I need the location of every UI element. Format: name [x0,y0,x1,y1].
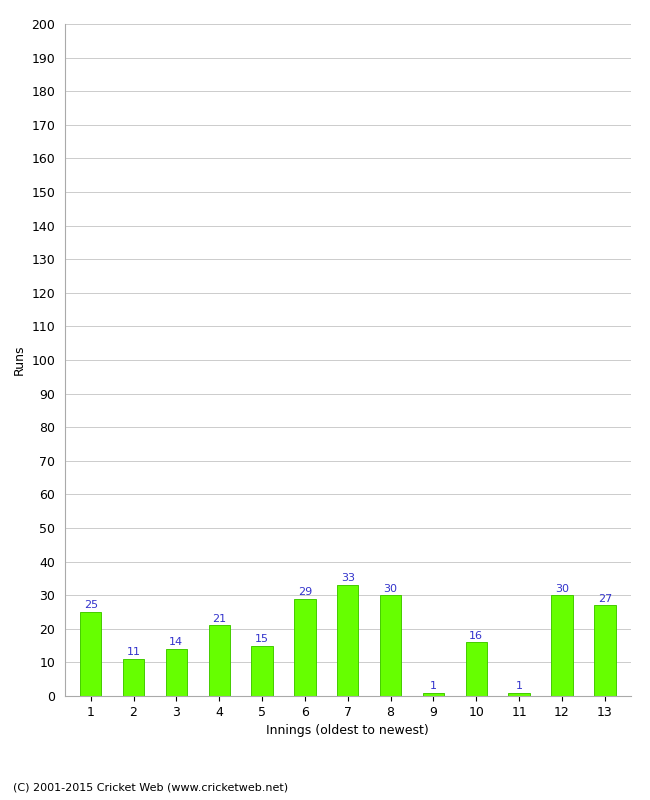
Text: 30: 30 [555,583,569,594]
Bar [337,585,358,696]
Text: 21: 21 [212,614,226,624]
Text: 29: 29 [298,587,312,597]
Text: 1: 1 [515,681,523,691]
Text: 30: 30 [384,583,398,594]
Bar [123,659,144,696]
Bar [380,595,401,696]
Bar [508,693,530,696]
Text: 27: 27 [597,594,612,604]
Bar [551,595,573,696]
Bar [594,606,616,696]
Text: 15: 15 [255,634,269,644]
Bar [422,693,444,696]
Text: 1: 1 [430,681,437,691]
Bar [465,642,487,696]
Bar [209,626,230,696]
X-axis label: Innings (oldest to newest): Innings (oldest to newest) [266,724,429,738]
Text: 33: 33 [341,574,355,583]
Y-axis label: Runs: Runs [13,345,26,375]
Text: 11: 11 [127,647,140,658]
Bar [80,612,101,696]
Bar [166,649,187,696]
Text: (C) 2001-2015 Cricket Web (www.cricketweb.net): (C) 2001-2015 Cricket Web (www.cricketwe… [13,782,288,792]
Text: 14: 14 [169,638,183,647]
Text: 25: 25 [84,600,98,610]
Text: 16: 16 [469,630,483,641]
Bar [252,646,273,696]
Bar [294,598,316,696]
